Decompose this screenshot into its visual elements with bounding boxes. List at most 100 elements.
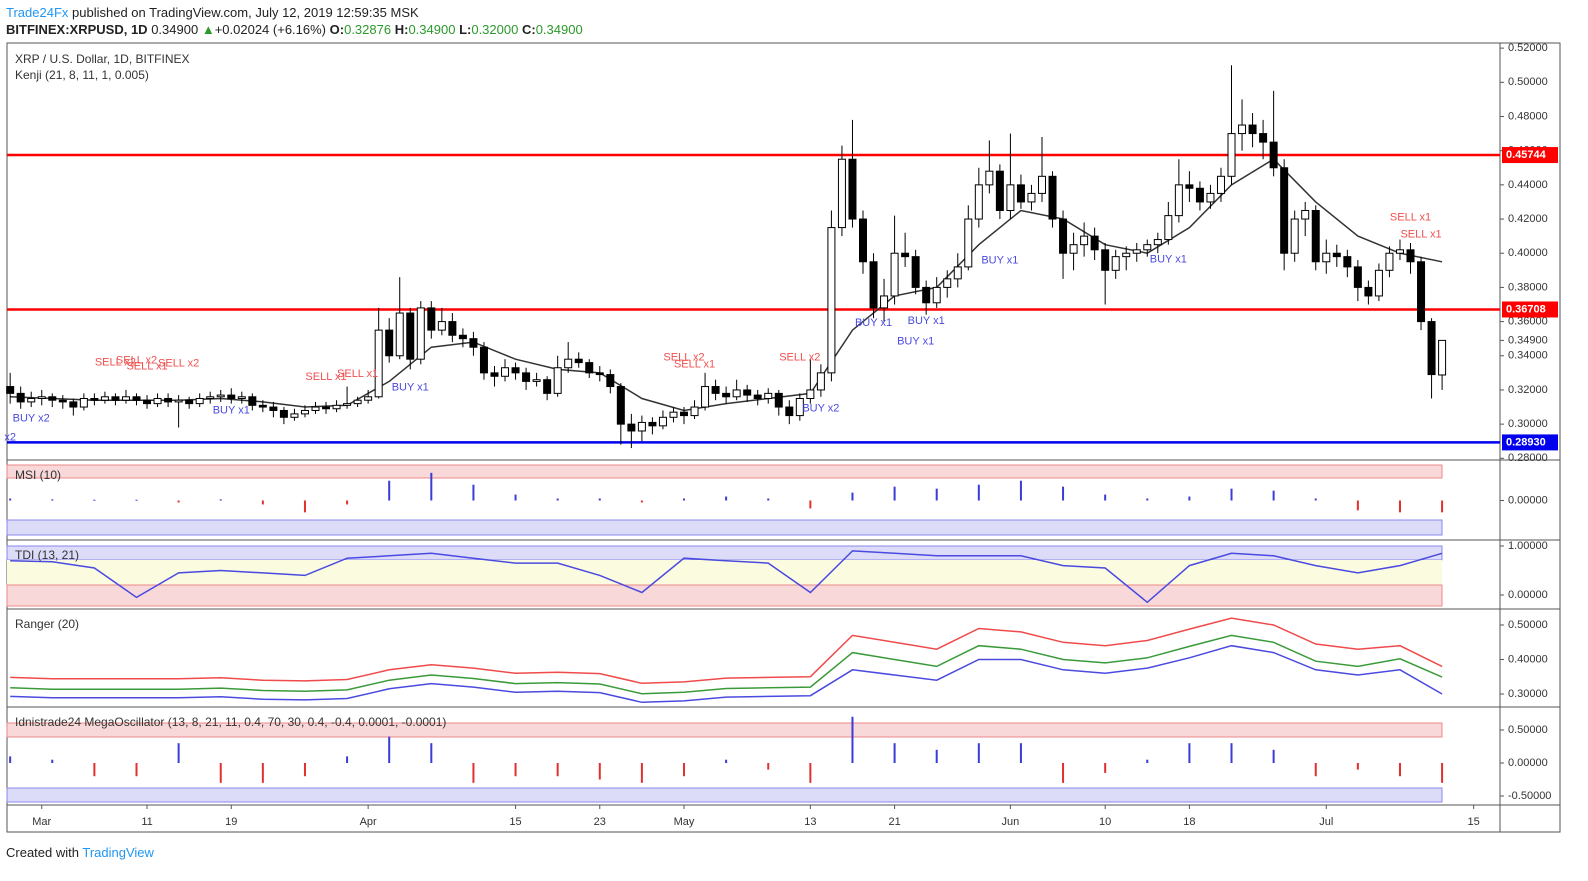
y-tick-label: 0.36000	[1508, 315, 1548, 327]
candle-body	[1080, 235, 1089, 246]
x-tick-label: 18	[1183, 816, 1195, 828]
candle-body	[143, 399, 152, 405]
panel-title: XRP / U.S. Dollar, 1D, BITFINEX	[15, 52, 190, 66]
frame	[6, 42, 1561, 833]
separators	[7, 459, 1560, 708]
signal-label: SELL x1	[1400, 228, 1441, 240]
y-tick-label: 0.00000	[1508, 757, 1548, 769]
signal-label: BUY x2	[13, 413, 50, 425]
candle-body	[827, 227, 836, 374]
candle-body	[806, 389, 815, 399]
histogram-bar	[1104, 763, 1107, 773]
y-tick-label: 1.00000	[1508, 540, 1548, 552]
candle-body	[395, 312, 404, 357]
panel-title: TDI (13, 21)	[15, 548, 79, 562]
author[interactable]: Trade24Fx	[6, 5, 69, 20]
candle-body	[1385, 252, 1394, 271]
x-tick-label: Jun	[1002, 816, 1020, 828]
signal-label: SELL x1	[305, 371, 346, 383]
panel-title: Ranger (20)	[15, 617, 79, 631]
histogram-bar	[1230, 743, 1233, 764]
signal-label: BUY x1	[981, 254, 1018, 266]
o-label: O:	[329, 22, 345, 37]
candle-body	[1438, 339, 1447, 376]
h: 0.34900	[408, 22, 456, 37]
histogram-bar	[977, 484, 980, 501]
histogram-bar	[1188, 743, 1191, 764]
candle-body	[216, 394, 225, 398]
candle-body	[1259, 133, 1268, 143]
candle-body	[406, 312, 415, 360]
panel-title: Idnistrade24 MegaOscillator (13, 8, 21, …	[15, 715, 446, 729]
o: 0.32876	[344, 22, 392, 37]
histogram-bar	[1019, 480, 1022, 501]
h-label: H:	[394, 22, 409, 37]
candle-body	[164, 397, 173, 403]
candle-body	[943, 278, 952, 288]
histogram-bar	[9, 498, 12, 501]
arrow: ▲	[201, 22, 215, 37]
y-tick-label: 0.48000	[1508, 110, 1548, 122]
y-tick-label: 0.44000	[1508, 179, 1548, 191]
histogram-bar	[219, 763, 222, 783]
histogram-bar	[725, 496, 728, 501]
histogram-bar	[51, 499, 54, 501]
candle-body	[1037, 175, 1046, 194]
candle-body	[911, 256, 920, 288]
histogram-bar	[1104, 494, 1107, 501]
candle-body	[658, 416, 667, 427]
candle-body	[574, 358, 583, 364]
histogram-bar	[1314, 763, 1317, 777]
candle-body	[1227, 133, 1236, 177]
candle-body	[680, 411, 689, 417]
footer: Created with TradingView	[6, 845, 154, 860]
histogram-bar	[1062, 486, 1065, 501]
histogram-bar	[556, 498, 559, 501]
histogram-bar	[9, 756, 12, 764]
histogram-bar	[598, 498, 601, 501]
signal-label: BUY x1	[908, 315, 945, 327]
histogram-bar	[514, 763, 517, 777]
candle-body	[774, 392, 783, 408]
candle-body	[753, 394, 762, 399]
histogram-bar	[640, 763, 643, 783]
candle-body	[964, 218, 973, 268]
brand[interactable]: TradingView	[82, 845, 154, 860]
candle-body	[195, 397, 204, 405]
candle-body	[732, 389, 741, 398]
candle-body	[869, 261, 878, 309]
candle-body	[58, 399, 67, 403]
c: 0.34900	[535, 22, 583, 37]
candle-body	[1406, 249, 1415, 263]
signal-label: BUY x1	[392, 381, 429, 393]
candle-body	[132, 396, 141, 401]
candle-body	[627, 423, 636, 432]
candle-body	[932, 286, 941, 304]
histogram-bar	[430, 743, 433, 764]
candle-body	[1290, 218, 1299, 254]
histogram-bar	[640, 500, 643, 503]
candle-body	[174, 399, 183, 403]
histogram-bar	[261, 500, 264, 505]
panel-subtitle: Kenji (21, 8, 11, 1, 0.005)	[15, 68, 149, 82]
signal-label: BUY x1	[1150, 253, 1187, 265]
x-tick-label: 21	[888, 816, 900, 828]
signal-label: BUY x2	[802, 402, 839, 414]
candle-body	[901, 252, 910, 258]
candle-body	[1153, 239, 1162, 246]
candle-body	[353, 399, 362, 405]
signal-label: SELL x1	[126, 361, 167, 373]
signal-label: SELL x2	[95, 357, 136, 369]
last: 0.34900	[151, 22, 199, 37]
histogram-bar	[851, 716, 854, 764]
histogram-bar	[809, 500, 812, 509]
change: +0.02024 (+6.16%)	[214, 22, 327, 37]
candle-body	[16, 392, 25, 403]
y-tick-label: 0.52000	[1508, 42, 1548, 54]
candle-body	[1301, 209, 1310, 220]
level-label: 0.28930	[1506, 436, 1546, 448]
candle-body	[1101, 249, 1110, 271]
candle-body	[90, 397, 99, 401]
histogram-bar	[1230, 488, 1233, 501]
candle-body	[785, 406, 794, 417]
